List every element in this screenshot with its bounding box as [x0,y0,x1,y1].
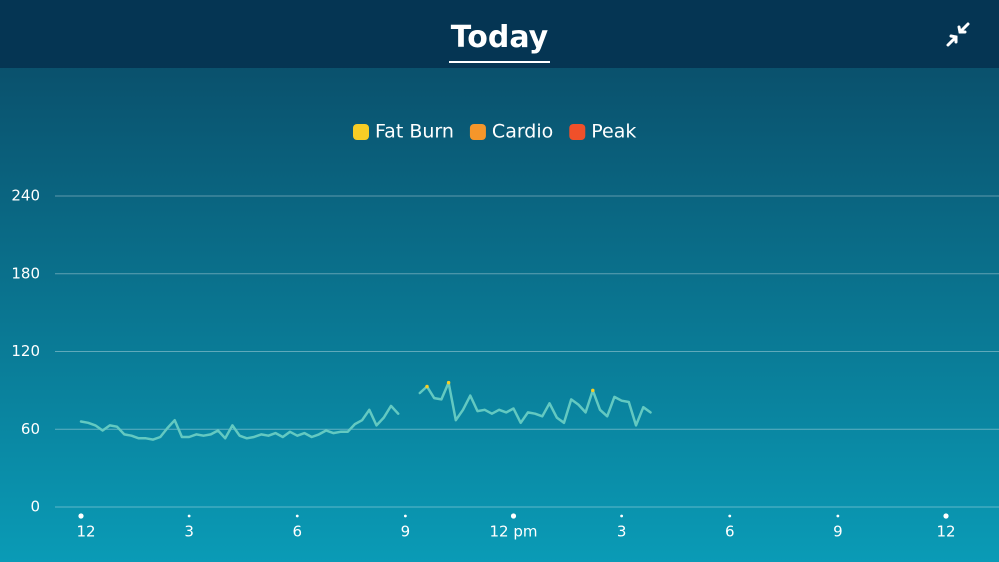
legend-label: Peak [591,121,636,143]
legend-label: Fat Burn [375,121,454,143]
x-tick-mark [943,513,949,519]
x-tick-label: 6 [292,523,302,541]
legend-swatch [353,124,369,140]
y-tick-label: 120 [11,342,40,360]
collapse-icon [957,22,970,34]
collapse-icon [946,34,958,47]
y-tick-label: 60 [21,420,40,438]
y-tick-label: 240 [11,187,40,205]
x-tick-label: 12 [936,523,955,541]
heart-rate-line [79,381,652,441]
x-tick-mark [187,514,191,518]
title-text: Today [448,20,551,63]
x-tick-mark [78,513,84,519]
zone-line [425,380,595,393]
x-tick-mark [836,514,840,518]
x-tick-label: 12 pm [490,523,538,541]
x-tick-label: 9 [401,523,411,541]
y-tick-label: 180 [11,264,40,282]
legend-label: Cardio [492,121,553,143]
x-tick-label: 3 [184,523,194,541]
x-tick-label: 12 [76,523,95,541]
x-tick-label: 3 [617,523,627,541]
x-tick-mark [728,514,732,518]
x-tick-mark [510,513,517,519]
legend-swatch [469,124,486,140]
x-tick-mark [403,514,407,518]
x-tick-label: 6 [725,523,735,541]
page-title: Today [0,20,999,63]
x-tick-label: 9 [833,523,843,541]
collapse-button[interactable] [946,22,970,47]
y-tick-label: 0 [30,498,40,516]
legend-swatch [569,124,586,140]
header [0,0,999,68]
x-tick-mark [620,514,624,518]
x-tick-mark [295,514,299,518]
